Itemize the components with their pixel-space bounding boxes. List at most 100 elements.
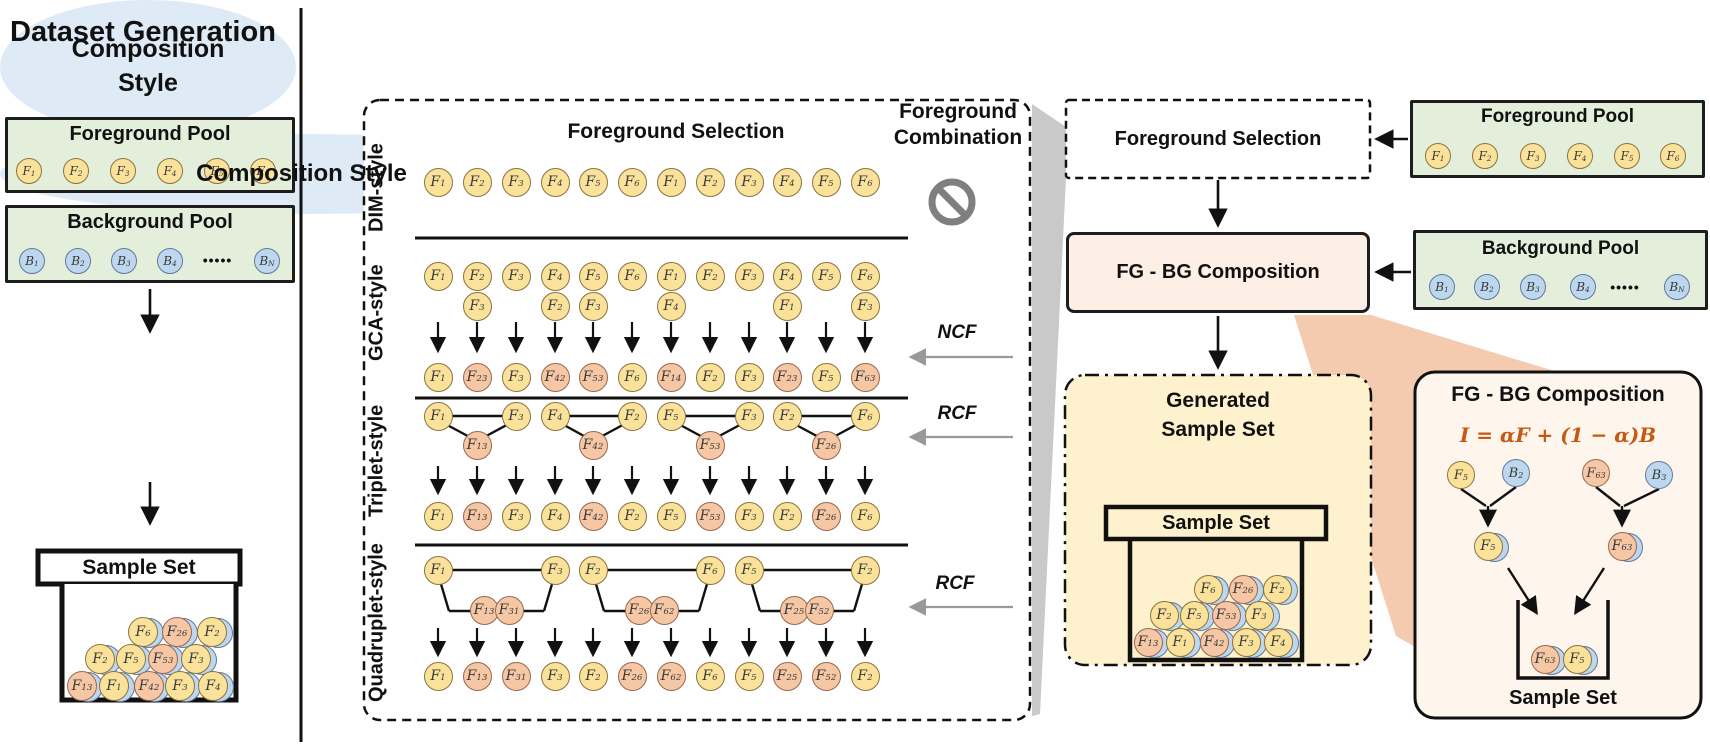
circle-F42: F 42 [578, 501, 608, 531]
right-background-pool-label: Background Pool [1481, 238, 1640, 259]
circle-F53: F 53 [695, 501, 725, 531]
left-foreground-pool-box [5, 117, 295, 193]
circle-F53: F 53 [695, 430, 725, 460]
circle-F42: F 42 [134, 671, 164, 701]
row-label-triplet-style: Triplet-style [365, 404, 388, 518]
circle-F31: F 31 [494, 595, 524, 625]
circle-F53: F 53 [148, 644, 178, 674]
circle-F52: F 52 [811, 661, 841, 691]
left-background-pool-box [5, 205, 295, 283]
circle-F62: F 62 [649, 595, 679, 625]
fgbg-detail-connectors [1460, 486, 1660, 616]
right-background-pool-box [1413, 230, 1708, 310]
left-composition-style-label: Composition Style [71, 35, 225, 97]
top-composition-style-label: Composition Style [196, 160, 407, 187]
fg-selection-label: Foreground Selection [1114, 127, 1322, 150]
circle-F23: F 23 [772, 362, 802, 392]
circle-F53: F 53 [1211, 600, 1241, 630]
circle-F63: F 63 [1607, 531, 1637, 561]
generated-sample-lid [1103, 504, 1329, 542]
fgbg-detail-title: FG - BG Composition [1451, 383, 1665, 406]
left-foreground-pool-label: Foreground Pool [69, 123, 231, 145]
circle-F13: F 13 [462, 661, 492, 691]
page-title: Dataset Generation [10, 16, 276, 48]
row-label-gca-style: GCA-style [365, 264, 388, 362]
foreground-selection-header: Foreground Selection [567, 120, 785, 143]
no-combination-icon [928, 178, 976, 226]
row-label-dim-style: DIM-style [365, 143, 388, 233]
generated-sample-set-label: Sample Set [1162, 511, 1270, 534]
fg-bg-composition-label: FG - BG Composition [1116, 261, 1320, 283]
circle-F26: F 26 [811, 430, 841, 460]
fgbg-detail-border [1413, 370, 1703, 720]
left-sample-set-label: Sample Set [82, 555, 196, 579]
detail-sample-set-label: Sample Set [1509, 687, 1617, 709]
circle-F63: F 63 [1530, 644, 1560, 674]
circle-F14: F 14 [656, 362, 686, 392]
left-background-pool-label: Background Pool [67, 211, 233, 233]
gray-funnel [1032, 104, 1066, 716]
circle-F53: F 53 [578, 362, 608, 392]
circle-F26: F 26 [811, 501, 841, 531]
circle-F26: F 26 [1228, 574, 1258, 604]
left-bg-pool-dots: ••••• [202, 252, 233, 268]
